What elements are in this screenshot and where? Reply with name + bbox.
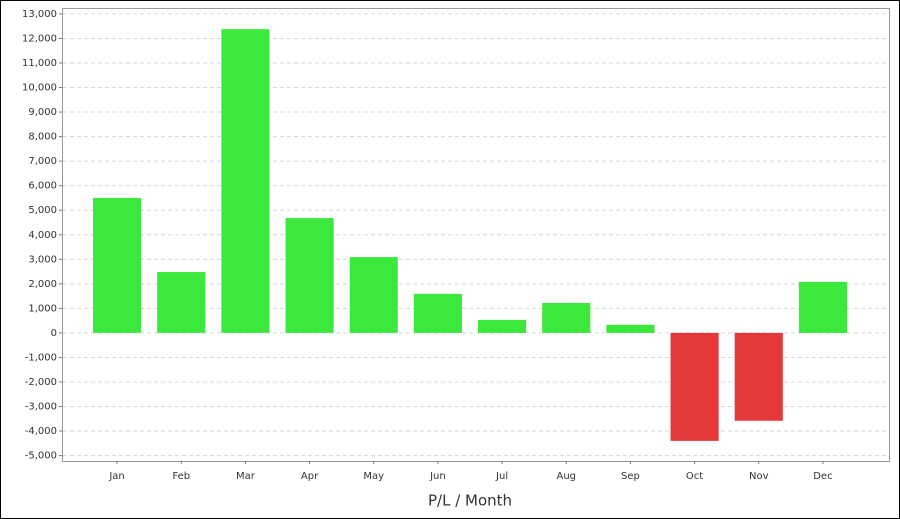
- bar: [606, 324, 655, 333]
- x-tick-label: Aug: [556, 471, 576, 482]
- y-tick-label: 2,000: [28, 279, 57, 290]
- bar: [285, 218, 334, 333]
- x-tick-label: Apr: [301, 471, 319, 482]
- bar: [157, 272, 206, 333]
- y-tick-label: 5,000: [28, 205, 57, 216]
- y-tick-label: -1,000: [25, 352, 57, 363]
- y-tick-label: 7,000: [28, 156, 57, 167]
- y-tick-label: 1,000: [28, 303, 57, 314]
- bar: [221, 29, 270, 333]
- x-tick-label: Feb: [172, 471, 190, 482]
- x-axis-label: P/L / Month: [428, 492, 512, 510]
- x-tick-label: Jul: [495, 471, 508, 482]
- x-tick-label: Sep: [621, 471, 640, 482]
- y-tick-label: 11,000: [22, 58, 57, 69]
- y-tick-label: -2,000: [25, 377, 57, 388]
- y-tick-label: 3,000: [28, 254, 57, 265]
- y-tick-label: 9,000: [28, 107, 57, 118]
- x-tick-label: Oct: [686, 471, 703, 482]
- y-tick-label: 13,000: [22, 9, 57, 20]
- y-tick-label: -4,000: [25, 426, 57, 437]
- bar: [542, 302, 591, 333]
- y-tick-label: -5,000: [25, 451, 57, 462]
- y-tick-label: 0: [51, 328, 57, 339]
- y-tick-label: 4,000: [28, 230, 57, 241]
- y-tick-label: -3,000: [25, 402, 57, 413]
- y-tick-label: 12,000: [22, 33, 57, 44]
- x-tick-label: Jan: [108, 471, 124, 482]
- bar: [478, 319, 527, 333]
- bar: [798, 281, 847, 333]
- x-tick-label: May: [363, 471, 384, 482]
- bar: [734, 332, 783, 421]
- bar: [670, 332, 719, 441]
- y-tick-label: 8,000: [28, 132, 57, 143]
- y-tick-label: 6,000: [28, 181, 57, 192]
- x-tick-label: Mar: [236, 471, 256, 482]
- bar: [349, 257, 398, 333]
- bar: [93, 197, 142, 333]
- x-tick-label: Dec: [813, 471, 832, 482]
- x-tick-label: Nov: [749, 471, 769, 482]
- x-tick-label: Jun: [429, 471, 446, 482]
- bar: [413, 293, 462, 333]
- y-tick-label: 10,000: [22, 83, 57, 94]
